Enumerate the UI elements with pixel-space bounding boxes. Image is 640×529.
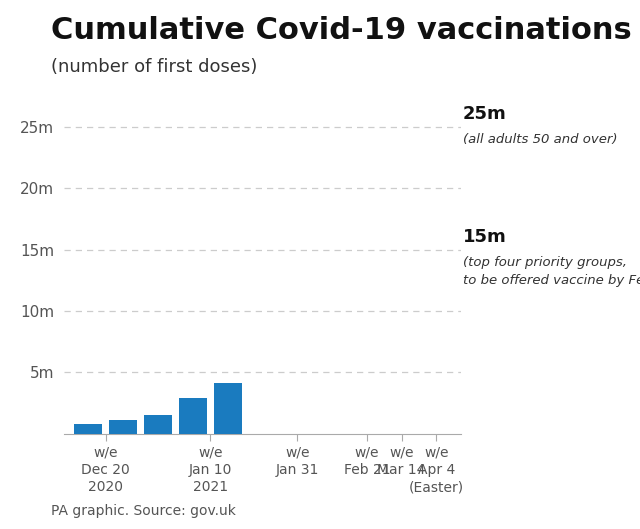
Bar (179, 398, 207, 434)
Bar (109, 420, 137, 434)
Text: 25m: 25m (463, 105, 506, 123)
Text: PA graphic. Source: gov.uk: PA graphic. Source: gov.uk (51, 505, 236, 518)
Text: (all adults 50 and over): (all adults 50 and over) (463, 133, 617, 146)
Bar (144, 415, 172, 434)
Text: (top four priority groups,: (top four priority groups, (463, 256, 627, 269)
Text: Cumulative Covid-19 vaccinations in the UK: Cumulative Covid-19 vaccinations in the … (51, 16, 640, 45)
Text: to be offered vaccine by Feb 15): to be offered vaccine by Feb 15) (463, 274, 640, 287)
Text: (number of first doses): (number of first doses) (51, 58, 257, 76)
Bar (74, 424, 102, 434)
Bar (214, 384, 241, 434)
Text: 15m: 15m (463, 228, 506, 246)
